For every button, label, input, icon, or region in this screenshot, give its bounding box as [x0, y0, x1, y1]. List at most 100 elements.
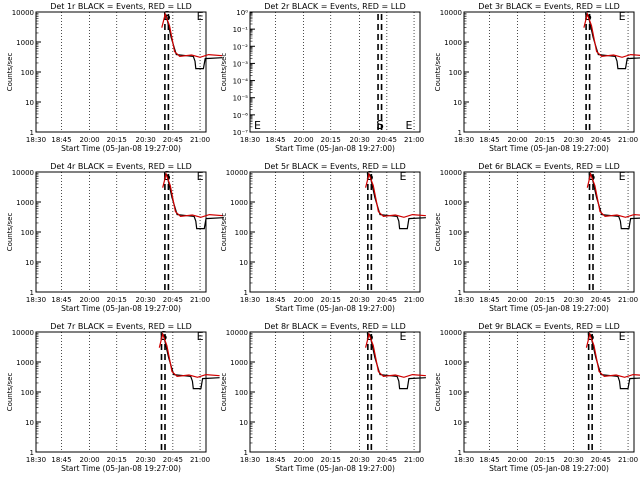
x-tick-label: 18:45 [51, 456, 71, 464]
y-tick-label: 10⁻¹ [233, 26, 249, 34]
series-events-line [586, 12, 640, 70]
x-tick-label: 20:15 [321, 456, 341, 464]
panel-det-2: Det 2r BLACK = Events, RED = LLD 18:30 18:… [220, 2, 424, 153]
series-events-line [161, 332, 220, 390]
x-axis-label: Start Time (05-Jan-08 19:27:00) [275, 464, 395, 473]
x-tick-label: 18:30 [26, 136, 46, 144]
x-axis-label: Start Time (05-Jan-08 19:27:00) [275, 144, 395, 153]
end-marker-label: E [619, 330, 626, 343]
x-tick-label: 18:30 [454, 296, 474, 304]
y-tick-label: 10⁰ [236, 9, 248, 17]
series-lld-line [162, 172, 224, 218]
y-tick-label: 100 [449, 229, 462, 237]
panel-det-7: Det 7r BLACK = Events, RED = LLD 18:30 18:… [6, 322, 220, 473]
series-lld-line [365, 172, 426, 218]
series-events-line [164, 172, 224, 230]
panel-title: Det 3r BLACK = Events, RED = LLD [478, 2, 620, 11]
y-tick-label: 10000 [226, 329, 248, 337]
x-axis-label: Start Time (05-Jan-08 19:27:00) [489, 144, 609, 153]
x-tick-label: 20:00 [507, 136, 527, 144]
y-tick-label: 1 [244, 289, 248, 297]
y-tick-label: 1 [458, 129, 462, 137]
y-tick-label: 10 [239, 419, 248, 427]
y-tick-label: 1000 [16, 199, 34, 207]
y-tick-label: 10000 [440, 169, 462, 177]
panel-det-8: Det 8r BLACK = Events, RED = LLD 18:30 18:… [220, 322, 426, 473]
x-tick-label: 21:00 [404, 136, 424, 144]
x-tick-label: 18:30 [454, 136, 474, 144]
x-axis-label: Start Time (05-Jan-08 19:27:00) [61, 144, 181, 153]
y-tick-label: 10⁻⁵ [233, 95, 249, 103]
x-tick-label: 18:30 [240, 456, 260, 464]
plot-frame [249, 11, 421, 133]
y-axis-label: Counts/sec [220, 53, 228, 92]
end-marker-label: E [619, 170, 626, 183]
y-tick-label: 10000 [12, 9, 34, 17]
y-tick-label: 10⁻⁷ [233, 129, 249, 137]
x-tick-label: 18:45 [479, 296, 499, 304]
y-tick-label: 1000 [16, 39, 34, 47]
y-tick-label: 10 [239, 259, 248, 267]
end-marker-label: E [400, 330, 407, 343]
end-marker-label: E [197, 10, 204, 23]
x-tick-label: 18:30 [26, 456, 46, 464]
y-tick-label: 10⁻⁴ [233, 78, 249, 86]
end-marker-label: E [254, 119, 261, 132]
y-tick-label: 100 [235, 389, 248, 397]
series-events-line [367, 172, 426, 230]
x-tick-label: 20:00 [79, 456, 99, 464]
x-tick-label: 20:00 [293, 136, 313, 144]
x-tick-label: 20:45 [591, 456, 611, 464]
x-tick-label: 20:45 [377, 456, 397, 464]
x-axis-label: Start Time (05-Jan-08 19:27:00) [61, 464, 181, 473]
panel-title: Det 6r BLACK = Events, RED = LLD [478, 162, 620, 171]
x-tick-label: 20:30 [136, 136, 156, 144]
end-marker-label: E [197, 330, 204, 343]
y-tick-label: 1000 [16, 359, 34, 367]
x-tick-label: 20:15 [321, 296, 341, 304]
x-tick-label: 20:15 [107, 136, 127, 144]
x-tick-label: 18:30 [26, 296, 46, 304]
x-axis-label: Start Time (05-Jan-08 19:27:00) [489, 464, 609, 473]
series-lld-line [585, 332, 640, 378]
y-tick-label: 1 [458, 449, 462, 457]
y-axis-label: Counts/sec [6, 53, 14, 92]
x-tick-label: 20:30 [350, 136, 370, 144]
panel-det-5: Det 5r BLACK = Events, RED = LLD 18:30 18:… [220, 162, 426, 313]
x-tick-label: 20:30 [564, 136, 584, 144]
panel-det-9: Det 9r BLACK = Events, RED = LLD 18:30 18:… [434, 322, 640, 473]
y-tick-label: 1 [244, 449, 248, 457]
x-tick-label: 20:30 [136, 296, 156, 304]
end-marker-label: E [405, 119, 412, 132]
y-tick-label: 1 [30, 129, 34, 137]
x-tick-label: 20:45 [591, 136, 611, 144]
x-tick-label: 21:00 [618, 136, 638, 144]
series-events-line [367, 332, 426, 390]
x-tick-label: 18:45 [265, 456, 285, 464]
y-tick-label: 100 [449, 389, 462, 397]
x-tick-label: 18:30 [240, 136, 260, 144]
y-tick-label: 100 [21, 69, 34, 77]
end-marker-label: E [400, 170, 407, 183]
x-tick-label: 20:30 [350, 456, 370, 464]
series-events-line [163, 12, 223, 70]
x-tick-label: 20:00 [507, 456, 527, 464]
y-tick-label: 10 [453, 99, 462, 107]
x-axis-label: Start Time (05-Jan-08 19:27:00) [275, 304, 395, 313]
x-tick-label: 21:00 [618, 456, 638, 464]
y-tick-label: 10000 [12, 329, 34, 337]
y-axis-label: Counts/sec [434, 373, 442, 412]
y-tick-label: 10000 [226, 169, 248, 177]
x-tick-label: 20:15 [535, 456, 555, 464]
x-tick-label: 20:15 [321, 136, 341, 144]
x-tick-label: 20:15 [107, 456, 127, 464]
series-lld-line [586, 172, 640, 218]
x-tick-label: 20:15 [535, 296, 555, 304]
x-tick-label: 21:00 [404, 456, 424, 464]
y-axis-label: Counts/sec [434, 53, 442, 92]
y-tick-label: 100 [21, 229, 34, 237]
panel-det-4: Det 4r BLACK = Events, RED = LLD 18:30 18:… [6, 162, 224, 313]
x-tick-label: 20:45 [377, 296, 397, 304]
end-marker-label: E [619, 10, 626, 23]
